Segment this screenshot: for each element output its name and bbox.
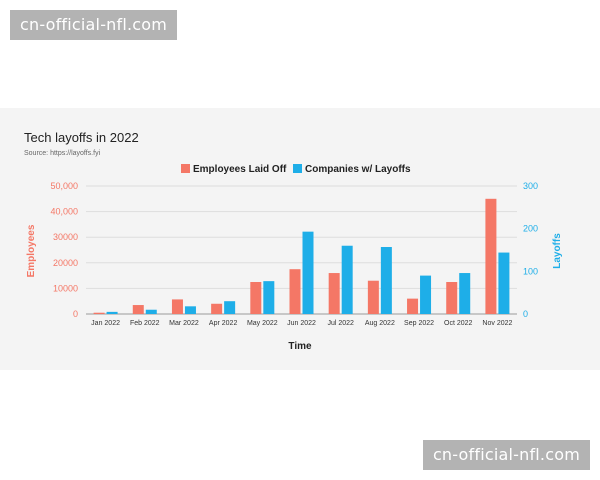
bar-employees-laid-off — [93, 312, 105, 314]
legend-label-employees: Employees Laid Off — [193, 164, 287, 175]
right-tick-label: 200 — [523, 224, 538, 234]
x-tick-label: Nov 2022 — [482, 320, 512, 327]
x-axis-ticks: Jan 2022 Feb 2022 Mar 2022 Apr 2022 May 2022… — [91, 320, 512, 327]
bar-employees-laid-off — [328, 273, 340, 314]
left-tick-label: 50,000 — [50, 181, 78, 191]
x-tick-label: Aug 2022 — [365, 320, 395, 327]
x-tick-label: Jan 2022 — [91, 320, 120, 327]
bars — [93, 198, 510, 314]
right-tick-label: 0 — [523, 309, 528, 319]
bar-companies-with-layoffs — [459, 273, 471, 314]
right-axis-label: Layoffs — [552, 233, 563, 269]
left-tick-label: 30000 — [53, 232, 78, 242]
legend-label-companies: Companies w/ Layoffs — [305, 164, 411, 175]
watermark-top: cn-official-nfl.com — [10, 10, 178, 40]
right-tick-label: 100 — [523, 266, 538, 276]
bar-companies-with-layoffs — [420, 275, 432, 314]
chart-title: Tech layoffs in 2022 — [24, 130, 139, 145]
bar-employees-laid-off — [171, 299, 183, 314]
bar-companies-with-layoffs — [106, 311, 118, 314]
right-axis-ticks: 0 100 200 300 — [523, 181, 538, 319]
chart-card: Tech layoffs in 2022 Source: https://lay… — [0, 108, 600, 370]
bar-companies-with-layoffs — [498, 252, 510, 314]
x-tick-label: Feb 2022 — [130, 320, 160, 327]
bar-companies-with-layoffs — [145, 309, 157, 314]
left-tick-label: 0 — [73, 309, 78, 319]
right-tick-label: 300 — [523, 181, 538, 191]
chart-subtitle: Source: https://layoffs.fyi — [24, 150, 101, 157]
x-tick-label: Jun 2022 — [287, 320, 316, 327]
x-tick-label: May 2022 — [247, 320, 278, 327]
bar-employees-laid-off — [367, 280, 379, 314]
bar-employees-laid-off — [446, 282, 458, 314]
chart-svg: Tech layoffs in 2022 Source: https://lay… — [24, 130, 563, 352]
bar-companies-with-layoffs — [263, 281, 275, 314]
bar-companies-with-layoffs — [380, 247, 392, 314]
bar-employees-laid-off — [407, 298, 419, 314]
x-tick-label: Apr 2022 — [209, 320, 238, 327]
x-tick-label: Oct 2022 — [444, 320, 473, 327]
legend-swatch-employees — [181, 164, 190, 173]
bar-employees-laid-off — [211, 303, 223, 314]
bar-companies-with-layoffs — [184, 306, 196, 314]
bar-employees-laid-off — [132, 305, 144, 314]
left-axis-ticks: 0 10000 20000 30000 40,000 50,000 — [50, 181, 78, 319]
bar-companies-with-layoffs — [341, 245, 353, 314]
bar-employees-laid-off — [289, 269, 301, 314]
watermark-bottom: cn-official-nfl.com — [422, 440, 590, 470]
x-tick-label: Mar 2022 — [169, 320, 199, 327]
left-tick-label: 20000 — [53, 258, 78, 268]
legend-swatch-companies — [293, 164, 302, 173]
x-tick-label: Sep 2022 — [404, 320, 434, 327]
bar-employees-laid-off — [485, 198, 497, 314]
left-tick-label: 10000 — [53, 283, 78, 293]
bar-companies-with-layoffs — [224, 301, 236, 314]
left-axis-label: Employees — [26, 224, 37, 277]
bar-employees-laid-off — [250, 282, 262, 314]
legend: Employees Laid Off Companies w/ Layoffs — [181, 164, 411, 175]
bar-companies-with-layoffs — [302, 231, 314, 314]
left-tick-label: 40,000 — [50, 207, 78, 217]
x-axis-label: Time — [288, 341, 312, 352]
gridlines — [86, 185, 517, 315]
x-tick-label: Jul 2022 — [327, 320, 354, 327]
